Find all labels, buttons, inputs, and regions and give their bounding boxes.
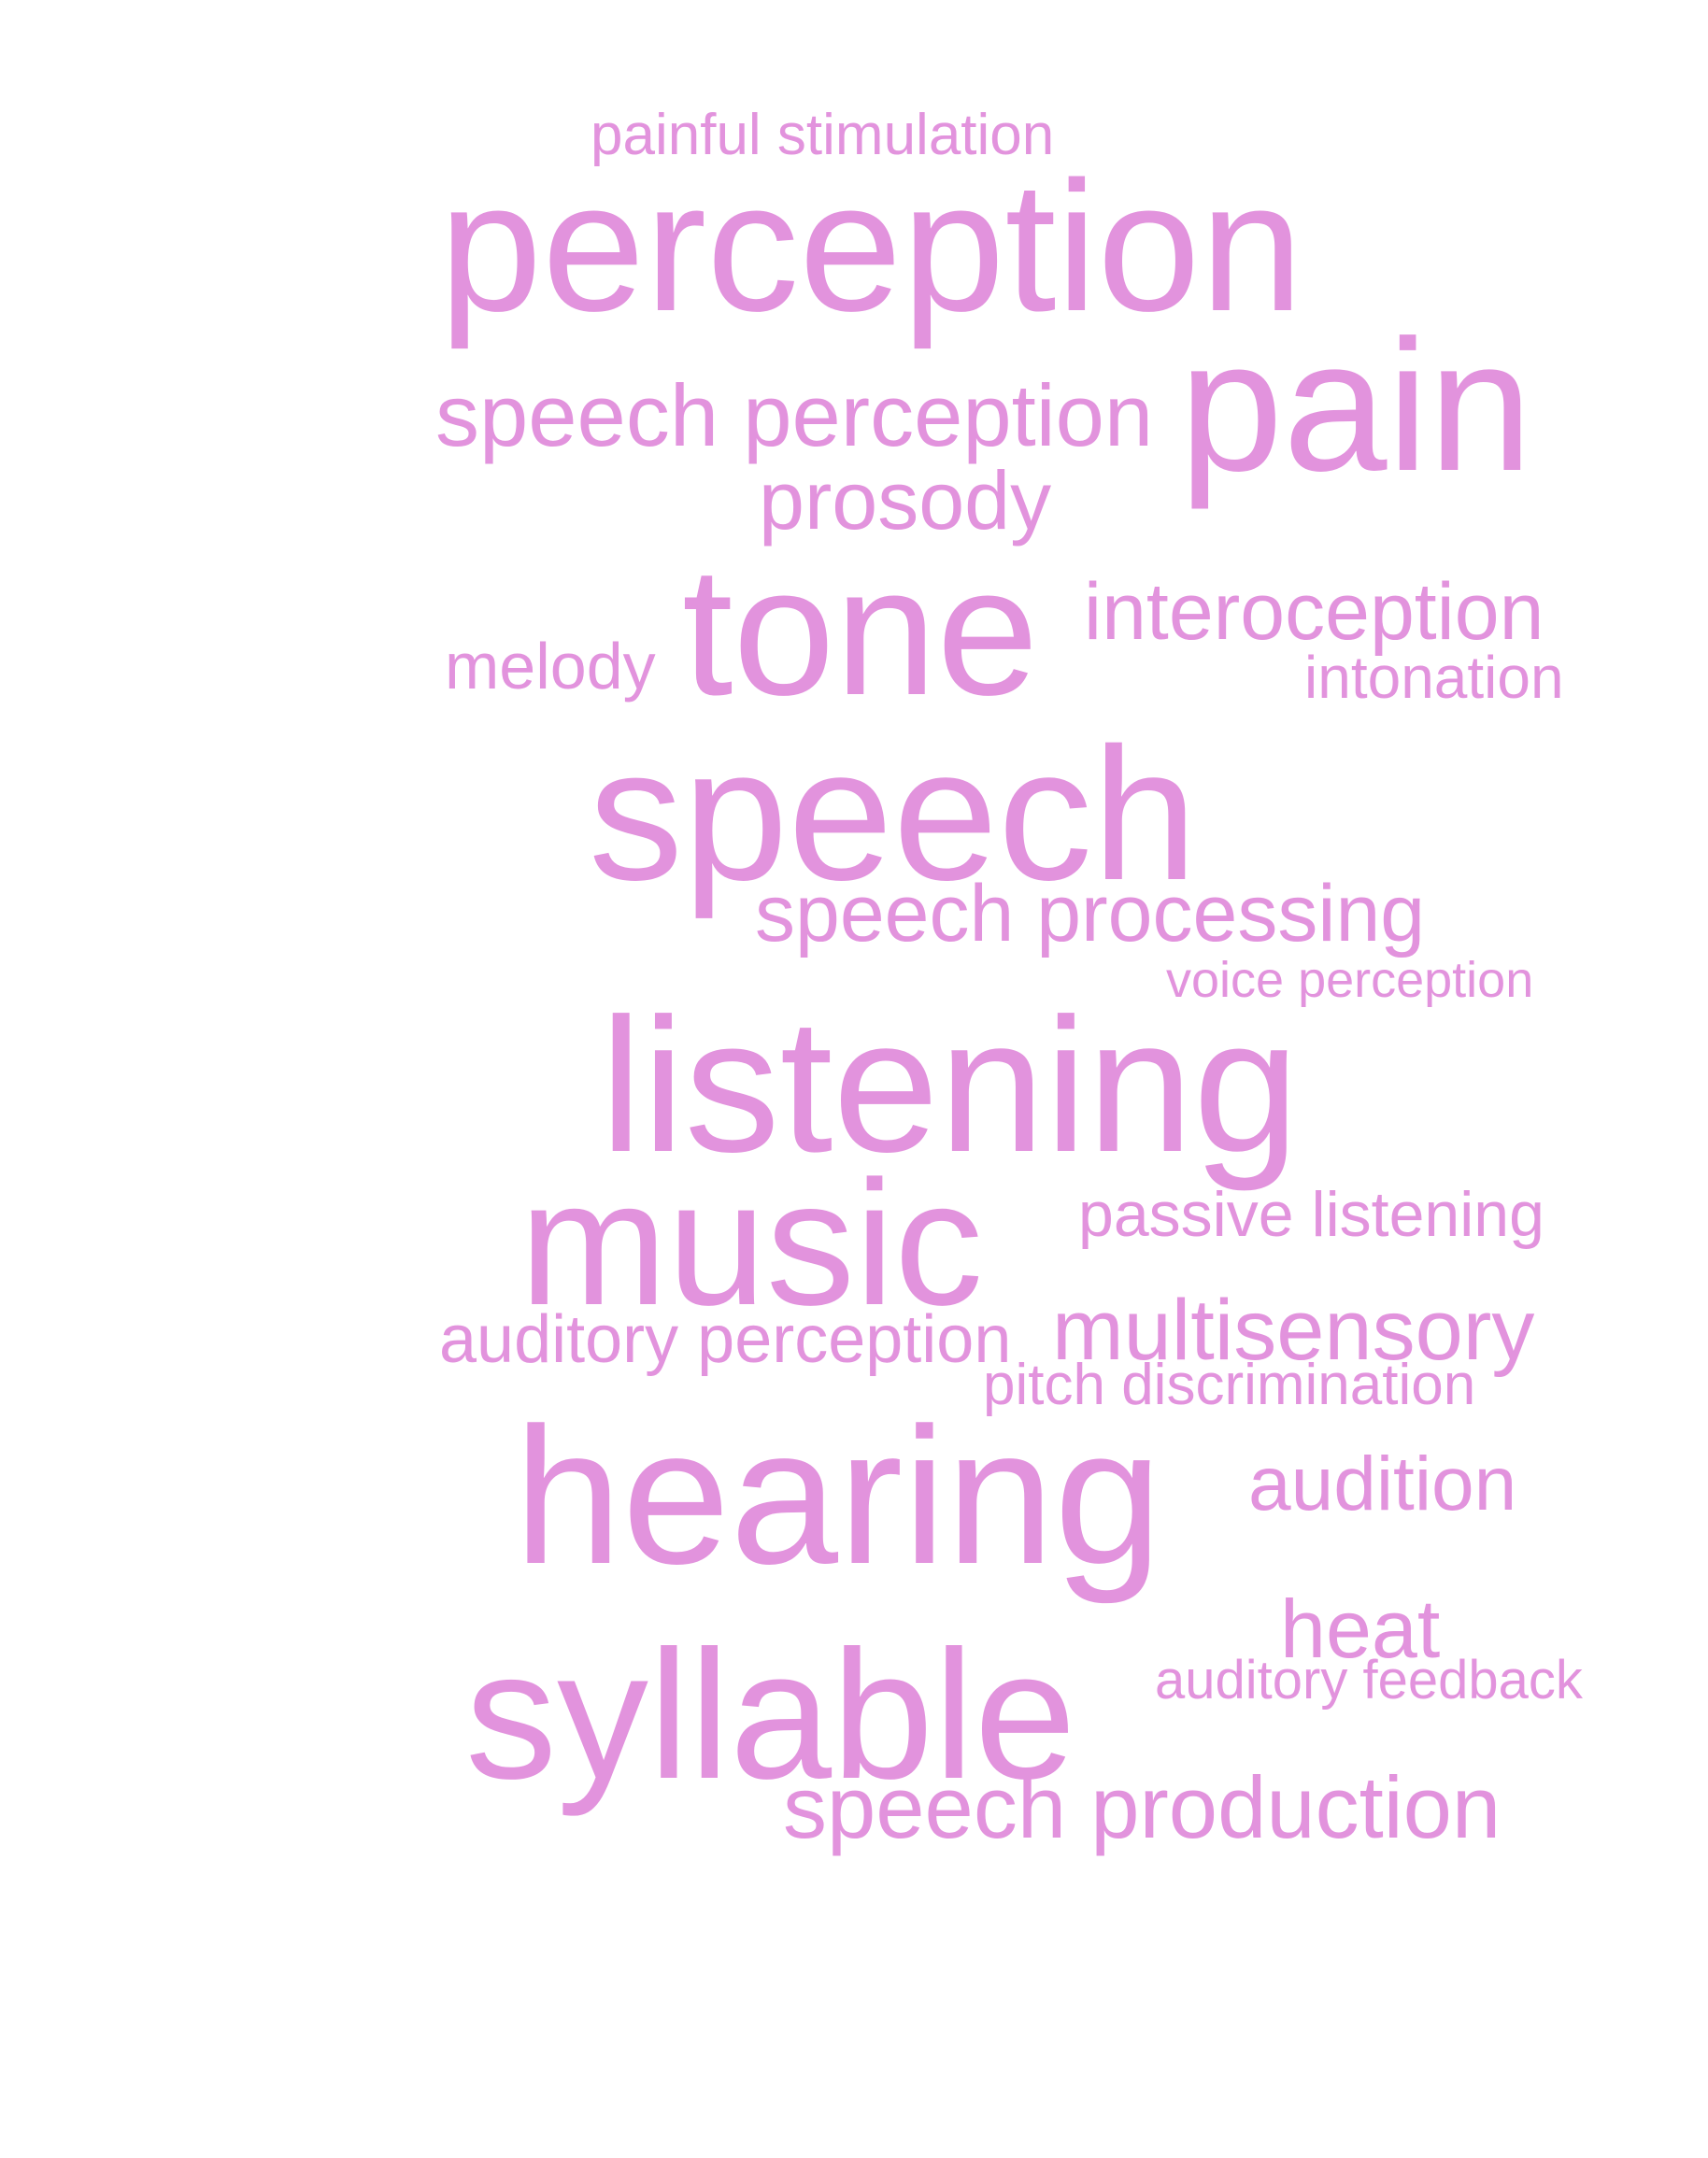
word-hearing: hearing	[514, 1388, 1162, 1605]
word-auditory-feedback: auditory feedback	[1155, 1650, 1583, 1711]
word-painful-stimulation: painful stimulation	[591, 103, 1055, 167]
word-syllable: syllable	[465, 1612, 1076, 1817]
word-interoception: interoception	[1084, 567, 1544, 657]
word-speech-processing: speech processing	[755, 869, 1426, 958]
word-listening: listening	[600, 979, 1300, 1192]
word-pain: pain	[1179, 302, 1533, 510]
word-speech-perception: speech perception	[435, 366, 1154, 464]
word-pitch-discrimination: pitch discrimination	[983, 1353, 1476, 1417]
word-heat: heat	[1280, 1583, 1441, 1675]
word-tone: tone	[682, 529, 1039, 733]
word-audition: audition	[1248, 1441, 1517, 1526]
word-music: music	[520, 1144, 984, 1342]
word-melody: melody	[445, 630, 656, 703]
word-auditory-perception: auditory perception	[439, 1302, 1012, 1377]
word-prosody: prosody	[759, 454, 1052, 547]
word-passive-listening: passive listening	[1078, 1179, 1544, 1250]
word-voice-perception: voice perception	[1166, 952, 1534, 1008]
word-intonation: intonation	[1304, 644, 1564, 711]
word-perception: perception	[439, 143, 1303, 349]
word-speech: speech	[589, 708, 1198, 919]
word-speech-production: speech production	[783, 1758, 1502, 1856]
word-multisensory: multisensory	[1052, 1283, 1535, 1378]
